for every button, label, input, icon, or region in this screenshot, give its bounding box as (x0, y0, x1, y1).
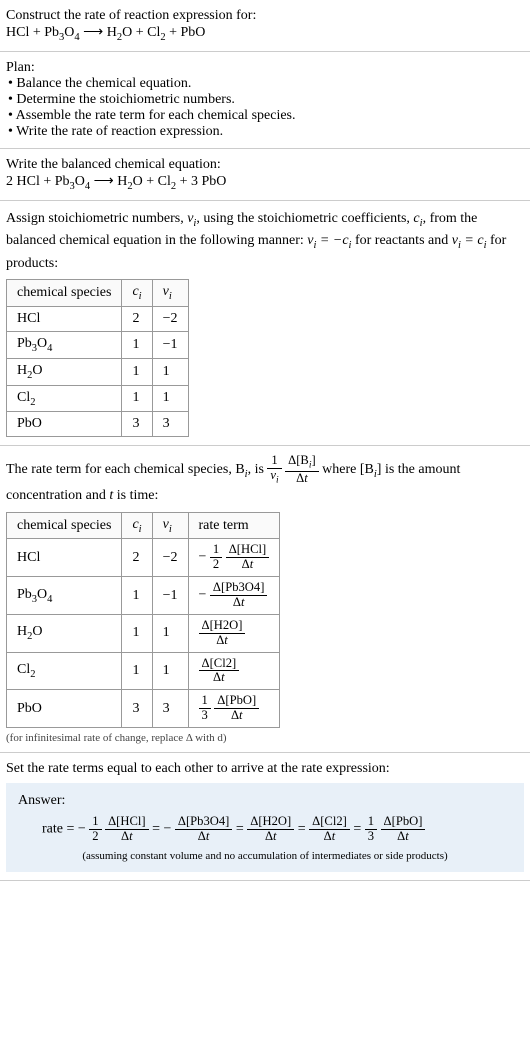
cell: 1 (152, 614, 188, 652)
text: The rate term for each chemical species,… (6, 462, 245, 477)
col-header: chemical species (7, 280, 122, 307)
cell: HCl (7, 539, 122, 577)
rate-section: The rate term for each chemical species,… (0, 446, 530, 753)
col-header: rate term (188, 512, 280, 539)
cell: 1 (122, 614, 152, 652)
cell: 1 (122, 331, 152, 358)
table-row: Cl211 (7, 385, 189, 412)
cell: Pb3O4 (7, 331, 122, 358)
table-row: Pb3O41−1 − Δ[Pb3O4]Δt (7, 577, 280, 615)
table-row: Pb3O41−1 (7, 331, 189, 358)
text: rate = (42, 821, 78, 836)
answer-note: (assuming constant volume and no accumul… (18, 850, 512, 862)
cell: 3 (122, 690, 152, 728)
plan-item: • Write the rate of reaction expression. (6, 124, 524, 140)
prompt-text: Construct the rate of reaction expressio… (6, 8, 524, 24)
answer-rate: rate = − 12 Δ[HCl]Δt = − Δ[Pb3O4]Δt = Δ[… (18, 815, 512, 844)
cell: 2 (122, 539, 152, 577)
plan-item: • Determine the stoichiometric numbers. (6, 92, 524, 108)
cell: 3 (122, 412, 152, 437)
cell: −1 (152, 331, 188, 358)
rate-table: chemical species ci νi rate term HCl2−2 … (6, 512, 280, 728)
cell: H2O (7, 358, 122, 385)
table-row: PbO33 13 Δ[PbO]Δt (7, 690, 280, 728)
cell: 1 (152, 358, 188, 385)
final-heading: Set the rate terms equal to each other t… (6, 761, 524, 777)
table-row: HCl2−2 (7, 306, 189, 331)
col-header: ci (122, 280, 152, 307)
table-row: PbO33 (7, 412, 189, 437)
cell: 3 (152, 412, 188, 437)
cell: −1 (152, 577, 188, 615)
prompt-section: Construct the rate of reaction expressio… (0, 0, 530, 52)
plan-item: • Assemble the rate term for each chemic… (6, 108, 524, 124)
table-header-row: chemical species ci νi (7, 280, 189, 307)
plan-item: • Balance the chemical equation. (6, 76, 524, 92)
cell: 3 (152, 690, 188, 728)
cell: H2O (7, 614, 122, 652)
cell: 1 (122, 652, 152, 690)
cell: 1 (122, 577, 152, 615)
stoich-intro: Assign stoichiometric numbers, νi, using… (6, 209, 524, 274)
rate-intro: The rate term for each chemical species,… (6, 454, 524, 505)
table-row: Cl211 Δ[Cl2]Δt (7, 652, 280, 690)
col-header: νi (152, 512, 188, 539)
cell: Cl2 (7, 385, 122, 412)
unbalanced-equation: HCl + Pb3O4 ⟶ H2O + Cl2 + PbO (6, 24, 524, 43)
cell: 1 (122, 358, 152, 385)
cell: 1 (122, 385, 152, 412)
text: , using the stoichiometric coefficients, (196, 211, 413, 226)
answer-box: Answer: rate = − 12 Δ[HCl]Δt = − Δ[Pb3O4… (6, 783, 524, 872)
cell: PbO (7, 690, 122, 728)
balanced-heading: Write the balanced chemical equation: (6, 157, 524, 173)
cell: Δ[Cl2]Δt (188, 652, 280, 690)
text: where [B (322, 462, 374, 477)
cell: HCl (7, 306, 122, 331)
cell: Pb3O4 (7, 577, 122, 615)
col-header: νi (152, 280, 188, 307)
col-header: chemical species (7, 512, 122, 539)
cell: PbO (7, 412, 122, 437)
cell: − Δ[Pb3O4]Δt (188, 577, 280, 615)
cell: Δ[H2O]Δt (188, 614, 280, 652)
plan-section: Plan: • Balance the chemical equation. •… (0, 52, 530, 149)
table-row: H2O11 Δ[H2O]Δt (7, 614, 280, 652)
cell: Cl2 (7, 652, 122, 690)
cell: 2 (122, 306, 152, 331)
text: is time: (113, 488, 158, 503)
balanced-equation: 2 HCl + Pb3O4 ⟶ H2O + Cl2 + 3 PbO (6, 173, 524, 192)
cell: 1 (152, 385, 188, 412)
table-row: H2O11 (7, 358, 189, 385)
balanced-section: Write the balanced chemical equation: 2 … (0, 149, 530, 201)
cell: 13 Δ[PbO]Δt (188, 690, 280, 728)
stoich-section: Assign stoichiometric numbers, νi , using… (0, 201, 530, 447)
rate-note: (for infinitesimal rate of change, repla… (6, 728, 524, 744)
answer-section: Set the rate terms equal to each other t… (0, 753, 530, 881)
cell: 1 (152, 652, 188, 690)
stoich-table: chemical species ci νi HCl2−2 Pb3O41−1 H… (6, 279, 189, 437)
cell: − 12 Δ[HCl]Δt (188, 539, 280, 577)
text: for reactants and (351, 233, 451, 248)
plan-heading: Plan: (6, 60, 524, 76)
answer-label: Answer: (18, 793, 512, 809)
cell: −2 (152, 306, 188, 331)
text: , is (248, 462, 268, 477)
fraction: 1νi (267, 454, 281, 486)
col-header: ci (122, 512, 152, 539)
text: Assign stoichiometric numbers, (6, 211, 187, 226)
table-row: HCl2−2 − 12 Δ[HCl]Δt (7, 539, 280, 577)
fraction: Δ[Bi]Δt (285, 454, 319, 486)
cell: −2 (152, 539, 188, 577)
table-header-row: chemical species ci νi rate term (7, 512, 280, 539)
